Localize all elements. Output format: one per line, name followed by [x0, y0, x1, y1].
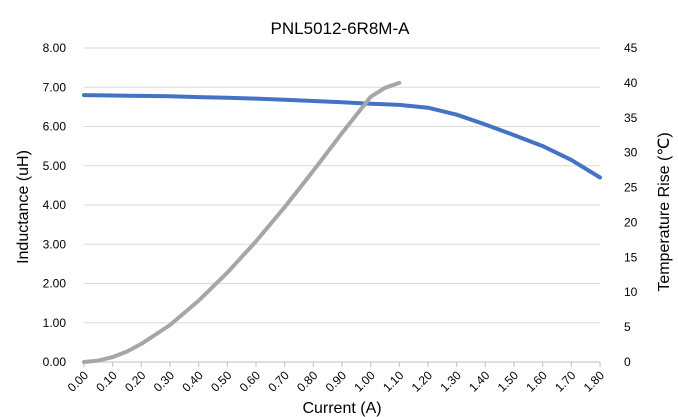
series-lines	[82, 80, 602, 364]
x-axis-title: Current (A)	[302, 400, 381, 417]
y2-tick-label: 30	[624, 146, 638, 160]
y-tick-label: 4.00	[43, 198, 67, 212]
y2-tick-label: 10	[624, 285, 638, 299]
y-axis-title: Inductance (uH)	[15, 150, 32, 264]
y2-axis-title: Temperature Rise (℃)	[656, 132, 673, 291]
y2-tick-label: 15	[624, 250, 638, 264]
chart-title: PNL5012-6R8M-A	[271, 19, 411, 38]
axes	[83, 362, 601, 367]
temperature-rise-line	[82, 80, 402, 364]
y-tick-label: 2.00	[43, 277, 67, 291]
y-tick-label: 7.00	[43, 80, 67, 94]
y-tick-label: 8.00	[43, 41, 67, 55]
y2-tick-label: 35	[624, 111, 638, 125]
y2-tick-label: 45	[624, 41, 638, 55]
y-tick-label: 5.00	[43, 159, 67, 173]
y-tick-label: 0.00	[43, 355, 67, 369]
y2-tick-label: 25	[624, 181, 638, 195]
y-tick-label: 1.00	[43, 316, 67, 330]
y-tick-label: 3.00	[43, 237, 67, 251]
y-tick-label: 6.00	[43, 120, 67, 134]
y2-tick-label: 5	[624, 320, 631, 334]
y2-tick-label: 40	[624, 76, 638, 90]
y2-tick-label: 0	[624, 355, 631, 369]
inductance-line	[82, 93, 602, 180]
y2-tick-label: 20	[624, 215, 638, 229]
